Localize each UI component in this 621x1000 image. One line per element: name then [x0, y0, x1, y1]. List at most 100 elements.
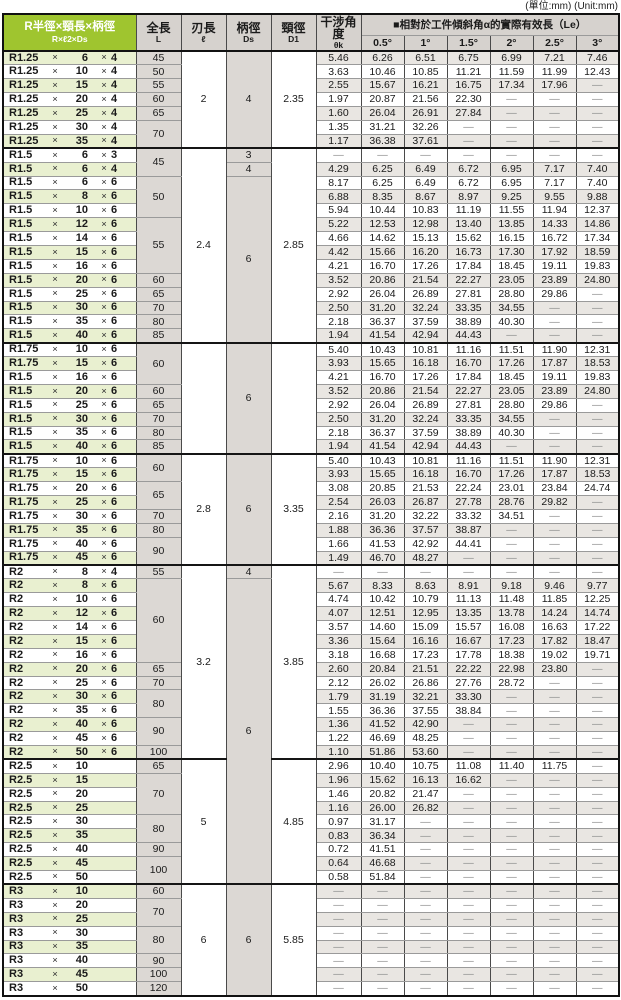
cell-le-1°: 26.89: [403, 286, 448, 302]
cell-le-1.5°: 22.22: [446, 661, 491, 677]
cell-le-2°: 28.80: [489, 286, 534, 302]
row-label: R1.75 × 15 × 6: [4, 469, 136, 480]
label-radius: R2: [9, 648, 24, 661]
cell-le-3°: —: [575, 522, 620, 538]
cell-interference-angle: 5.40: [315, 341, 362, 358]
cell-le-2.5°: —: [532, 786, 577, 802]
label-times-1: ×: [52, 191, 58, 203]
row-label-cell: R1.5 × 12 × 6: [2, 217, 137, 233]
cell-le-3°: —: [575, 411, 620, 427]
label-times-2: ×: [101, 191, 107, 203]
label-neck-length: 12: [75, 607, 88, 620]
label-times-2: ×: [101, 399, 107, 411]
label-times-2: ×: [101, 635, 107, 647]
cell-le-2.5°: —: [532, 92, 577, 108]
cell-le-1°: 16.13: [403, 772, 448, 788]
label-shank: 4: [111, 79, 118, 92]
cell-interference-angle: 1.35: [315, 119, 362, 135]
cell-overall-length: 60: [135, 578, 182, 663]
label-radius: R1.5: [9, 301, 33, 314]
cell-le-3°: —: [575, 814, 620, 830]
label-shank: 6: [111, 329, 118, 341]
cell-overall-length: 65: [135, 286, 182, 302]
cell-le-2°: 11.59: [489, 64, 534, 80]
cell-le-3°: —: [575, 439, 620, 455]
cell-le-1.5°: —: [446, 745, 491, 760]
cell-interference-angle: 2.92: [315, 397, 362, 413]
cell-le-2°: 34.55: [489, 411, 534, 427]
label-times-1: ×: [52, 871, 58, 883]
cell-overall-length: 80: [135, 522, 182, 538]
cell-le-0.5°: 15.62: [360, 772, 405, 788]
cell-le-0.5°: 46.69: [360, 731, 405, 747]
cell-le-1.5°: —: [446, 897, 491, 913]
cell-le-1°: 48.27: [403, 550, 448, 566]
cell-interference-angle: 2.12: [315, 675, 362, 691]
row-label-cell: R1.75 × 10 × 6: [2, 452, 137, 469]
label-times-1: ×: [52, 52, 58, 64]
cell-le-3°: —: [575, 133, 620, 149]
cell-le-3°: 18.53: [575, 467, 620, 483]
cell-le-0.5°: 15.66: [360, 244, 405, 260]
cell-le-1.5°: 22.24: [446, 481, 491, 496]
cell-le-1°: 37.59: [403, 425, 448, 441]
row-label-cell: R2.5 × 10: [2, 758, 137, 774]
cell-overall-length: 70: [135, 300, 182, 316]
cell-le-3°: 18.59: [575, 244, 620, 260]
label-times-2: ×: [101, 663, 107, 675]
label-neck-length: 25: [75, 912, 88, 925]
label-radius: R2: [9, 620, 24, 633]
label-times-1: ×: [52, 288, 58, 300]
label-times-2: ×: [101, 344, 107, 356]
label-times-2: ×: [101, 718, 107, 730]
cell-le-0.5°: —: [360, 967, 405, 983]
label-neck-length: 10: [75, 885, 88, 898]
row-label: R1.25 × 15 × 4: [4, 80, 136, 91]
cell-le-1°: —: [403, 897, 448, 913]
row-label-cell: R2.5 × 25: [2, 800, 137, 816]
label-times-2: ×: [101, 649, 107, 661]
label-radius: R1.5: [9, 426, 33, 439]
cell-overall-length: 50: [135, 64, 182, 80]
table-row: R2.5 × 15 70 1.96 15.62 16.13 16.62— — —: [2, 772, 620, 816]
label-times-1: ×: [52, 524, 58, 536]
label-radius: R1.5: [9, 259, 33, 272]
row-label-cell: R3 × 20: [2, 897, 137, 913]
label-shank: 4: [111, 93, 118, 106]
row-label: R2 × 14 × 6: [4, 620, 136, 633]
cell-le-1°: 48.25: [403, 731, 448, 747]
cell-interference-angle: 4.42: [315, 244, 362, 260]
label-radius: R2: [9, 676, 24, 689]
row-label: R1.5 × 10 × 6: [4, 205, 136, 216]
row-label: R1.5 × 8 × 6: [4, 191, 136, 202]
label-times-1: ×: [52, 746, 58, 758]
label-times-1: ×: [52, 649, 58, 661]
row-label: R1.5 × 16 × 6: [4, 259, 136, 272]
cell-le-2°: —: [489, 717, 534, 733]
cell-overall-length: 55: [135, 78, 182, 94]
label-neck-length: 15: [75, 634, 88, 647]
row-label: R1.75 × 20 × 6: [4, 483, 136, 494]
cell-le-1.5°: 16.67: [446, 633, 491, 649]
cell-le-1.5°: 22.27: [446, 272, 491, 288]
cell-overall-length: 90: [135, 717, 182, 747]
cell-le-2.5°: 23.84: [532, 481, 577, 496]
cell-shank-dia: 6: [225, 452, 272, 566]
cell-interference-angle: 1.46: [315, 786, 362, 802]
cell-le-2°: —: [489, 870, 534, 885]
spec-table: R半徑×頸長×柄徑 R×ℓ2×Ds 全長 L 刃長 ℓ 柄徑 Ds 頸徑 D1 …: [2, 13, 621, 997]
cell-le-2°: 23.05: [489, 272, 534, 288]
label-neck-length: 14: [75, 620, 88, 633]
cell-le-0.5°: 31.19: [360, 689, 405, 705]
label-times-1: ×: [52, 246, 58, 258]
label-radius: R2.5: [9, 857, 33, 870]
header-effective-length: ■相對於工件傾斜角α的實際有效長（Le）: [360, 13, 620, 36]
cell-le-3°: 7.40: [575, 175, 620, 191]
cell-le-0.5°: 36.37: [360, 425, 405, 441]
cell-interference-angle: 6.88: [315, 189, 362, 205]
label-times-1: ×: [52, 899, 58, 911]
row-label-cell: R1.5 × 20 × 6: [2, 272, 137, 288]
cell-overall-length: 60: [135, 92, 182, 108]
cell-overall-length: 80: [135, 814, 182, 844]
cell-le-0.5°: —: [360, 897, 405, 913]
